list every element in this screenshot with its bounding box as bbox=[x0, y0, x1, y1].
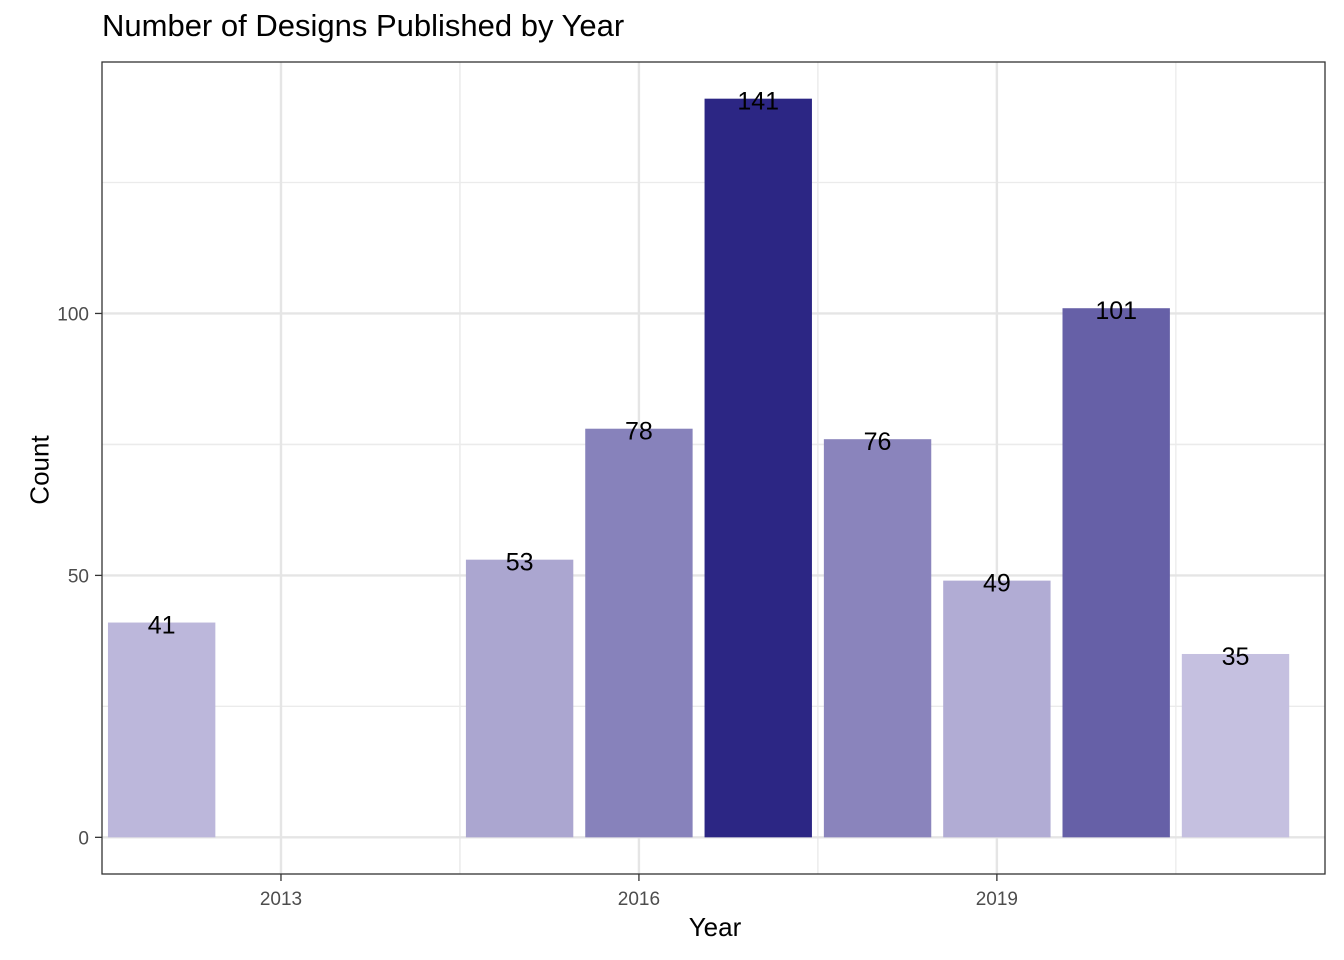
y-tick-label: 100 bbox=[57, 304, 89, 325]
bar bbox=[1062, 308, 1170, 838]
data-label: 53 bbox=[506, 549, 534, 577]
y-axis-title: Count bbox=[24, 435, 55, 505]
y-tick-label: 0 bbox=[78, 828, 89, 849]
x-axis-title: Year bbox=[688, 912, 742, 942]
x-tick-label: 2016 bbox=[618, 889, 660, 910]
y-tick-label: 50 bbox=[68, 566, 89, 587]
bar bbox=[1181, 653, 1290, 838]
data-label: 49 bbox=[983, 570, 1011, 598]
bar bbox=[704, 98, 812, 838]
bar bbox=[943, 580, 1051, 838]
bar bbox=[107, 622, 216, 838]
chart-title: Number of Designs Published by Year bbox=[102, 8, 625, 43]
data-label: 41 bbox=[148, 612, 176, 640]
x-tick-label: 2013 bbox=[260, 889, 302, 910]
data-label: 76 bbox=[864, 428, 892, 456]
panel-border bbox=[101, 61, 1326, 875]
data-label: 101 bbox=[1095, 297, 1137, 325]
bar bbox=[823, 439, 932, 838]
data-label: 35 bbox=[1222, 643, 1250, 671]
x-tick-label: 2019 bbox=[976, 889, 1018, 910]
data-label: 141 bbox=[737, 88, 779, 116]
bar bbox=[465, 559, 574, 838]
data-label: 78 bbox=[625, 418, 653, 446]
bar bbox=[585, 428, 693, 838]
